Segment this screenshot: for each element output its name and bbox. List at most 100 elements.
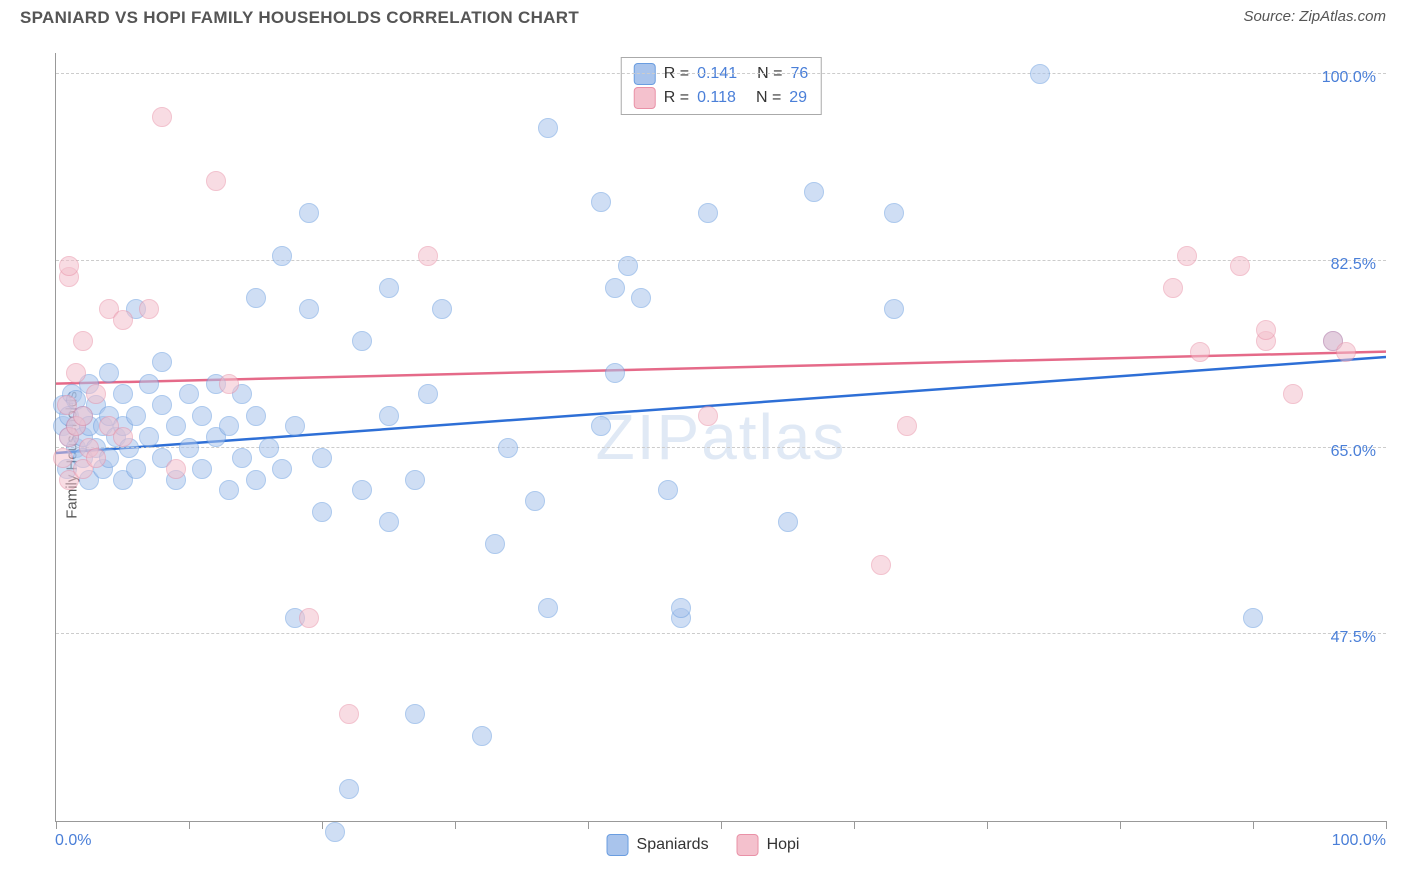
stats-legend: R =0.141N =76R =0.118N =29 — [621, 57, 822, 115]
scatter-point — [66, 363, 86, 383]
source-label: Source: ZipAtlas.com — [1243, 8, 1386, 25]
header: SPANIARD VS HOPI FAMILY HOUSEHOLDS CORRE… — [0, 0, 1406, 48]
watermark-text: ZIPatlas — [596, 400, 847, 474]
scatter-point — [1177, 246, 1197, 266]
scatter-point — [671, 598, 691, 618]
scatter-point — [152, 107, 172, 127]
scatter-point — [339, 779, 359, 799]
scatter-point — [246, 470, 266, 490]
y-tick-label: 100.0% — [1322, 69, 1376, 87]
scatter-point — [139, 374, 159, 394]
scatter-point — [1190, 342, 1210, 362]
scatter-point — [53, 448, 73, 468]
gridline — [56, 447, 1386, 448]
scatter-point — [73, 406, 93, 426]
scatter-point — [113, 427, 133, 447]
scatter-point — [605, 363, 625, 383]
scatter-point — [139, 299, 159, 319]
scatter-point — [86, 384, 106, 404]
legend-label: Hopi — [767, 836, 800, 854]
scatter-point — [498, 438, 518, 458]
scatter-point — [379, 512, 399, 532]
scatter-point — [299, 299, 319, 319]
scatter-point — [591, 192, 611, 212]
scatter-point — [219, 480, 239, 500]
scatter-point — [246, 288, 266, 308]
scatter-point — [405, 470, 425, 490]
scatter-point — [192, 459, 212, 479]
scatter-point — [166, 416, 186, 436]
x-tick — [1386, 821, 1387, 829]
scatter-point — [871, 555, 891, 575]
stat-label: N = — [756, 89, 781, 107]
scatter-point — [485, 534, 505, 554]
scatter-point — [525, 491, 545, 511]
scatter-point — [1243, 608, 1263, 628]
scatter-point — [312, 448, 332, 468]
trend-line — [56, 352, 1386, 384]
stats-row: R =0.118N =29 — [634, 86, 809, 110]
scatter-point — [126, 406, 146, 426]
scatter-point — [658, 480, 678, 500]
x-tick — [189, 821, 190, 829]
x-min-label: 0.0% — [55, 832, 91, 850]
chart-container: Family Households ZIPatlas R =0.141N =76… — [20, 48, 1386, 862]
legend-swatch — [634, 87, 656, 109]
scatter-point — [339, 704, 359, 724]
plot-area: ZIPatlas R =0.141N =76R =0.118N =29 47.5… — [55, 53, 1386, 822]
x-max-label: 100.0% — [1332, 832, 1386, 850]
scatter-point — [59, 256, 79, 276]
scatter-point — [299, 608, 319, 628]
scatter-point — [312, 502, 332, 522]
scatter-point — [379, 278, 399, 298]
scatter-point — [232, 448, 252, 468]
legend-item: Spaniards — [607, 834, 709, 856]
bottom-legend: Spaniards Hopi — [607, 834, 800, 856]
scatter-point — [166, 459, 186, 479]
chart-title: SPANIARD VS HOPI FAMILY HOUSEHOLDS CORRE… — [20, 8, 579, 28]
scatter-point — [698, 203, 718, 223]
scatter-point — [884, 299, 904, 319]
scatter-point — [698, 406, 718, 426]
scatter-point — [285, 416, 305, 436]
x-tick — [588, 821, 589, 829]
scatter-point — [179, 384, 199, 404]
x-tick — [1253, 821, 1254, 829]
scatter-point — [192, 406, 212, 426]
x-tick — [455, 821, 456, 829]
scatter-point — [113, 310, 133, 330]
scatter-point — [299, 203, 319, 223]
stat-n-value: 29 — [789, 89, 807, 107]
scatter-point — [631, 288, 651, 308]
scatter-point — [804, 182, 824, 202]
scatter-point — [272, 459, 292, 479]
scatter-point — [152, 395, 172, 415]
legend-label: Spaniards — [637, 836, 709, 854]
gridline — [56, 73, 1386, 74]
scatter-point — [418, 384, 438, 404]
scatter-point — [179, 438, 199, 458]
scatter-point — [73, 331, 93, 351]
y-tick-label: 47.5% — [1331, 629, 1376, 647]
scatter-point — [99, 363, 119, 383]
scatter-point — [884, 203, 904, 223]
scatter-point — [272, 246, 292, 266]
scatter-point — [206, 171, 226, 191]
y-tick-label: 82.5% — [1331, 256, 1376, 274]
scatter-point — [605, 278, 625, 298]
x-tick — [854, 821, 855, 829]
stat-r-value: 0.118 — [697, 89, 736, 107]
trend-lines — [56, 53, 1386, 821]
x-tick — [1120, 821, 1121, 829]
scatter-point — [113, 384, 133, 404]
y-tick-label: 65.0% — [1331, 443, 1376, 461]
scatter-point — [352, 480, 372, 500]
scatter-point — [246, 406, 266, 426]
scatter-point — [1283, 384, 1303, 404]
scatter-point — [126, 459, 146, 479]
scatter-point — [219, 416, 239, 436]
scatter-point — [379, 406, 399, 426]
scatter-point — [1030, 64, 1050, 84]
scatter-point — [86, 448, 106, 468]
legend-swatch — [737, 834, 759, 856]
